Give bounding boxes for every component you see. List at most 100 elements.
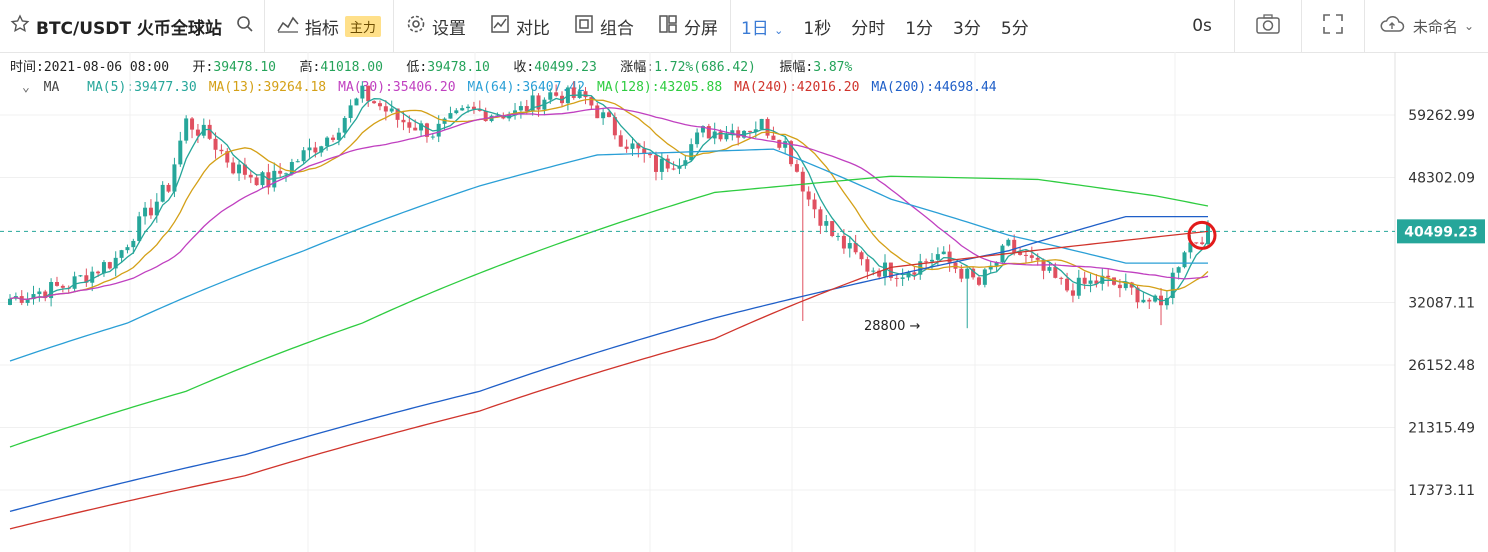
candle: [1200, 236, 1205, 246]
candle: [119, 249, 124, 263]
chevron-down-icon: ⌄: [774, 23, 784, 37]
candle: [683, 154, 688, 169]
candle: [924, 258, 929, 269]
chevron-down-icon[interactable]: ⌄: [22, 80, 30, 95]
candle: [360, 81, 365, 103]
candle: [783, 136, 788, 154]
candle: [618, 130, 623, 147]
layout-name[interactable]: 未命名: [1412, 17, 1458, 36]
ma-item[interactable]: MA(5):39477.30: [87, 80, 197, 95]
interval-1s[interactable]: 1秒: [803, 18, 832, 39]
cloud-icon[interactable]: [1379, 14, 1405, 39]
ma-item[interactable]: MA(200):44698.44: [871, 80, 997, 95]
candle: [60, 284, 65, 293]
split-button[interactable]: 分屏: [658, 14, 718, 39]
candle: [471, 101, 476, 114]
candle: [859, 250, 864, 266]
candle: [43, 289, 48, 302]
interval-5m[interactable]: 5分: [1000, 18, 1029, 39]
candle: [894, 275, 899, 287]
combo-label: 组合: [599, 18, 634, 39]
candle: [1147, 297, 1152, 309]
indicator-button[interactable]: 指标 主力: [277, 14, 381, 39]
candle: [1012, 234, 1017, 256]
time-label: 时间:: [10, 60, 44, 75]
candle: [577, 84, 582, 99]
candle: [800, 167, 805, 322]
symbol-group[interactable]: BTC/USDT 火币全球站: [0, 0, 264, 52]
candle: [513, 102, 518, 120]
candle: [160, 181, 165, 203]
candle: [812, 193, 817, 219]
ma-item[interactable]: MA(64):36407.42: [467, 80, 585, 95]
candle: [1094, 273, 1099, 288]
candles: [8, 81, 1210, 329]
candle: [1170, 267, 1175, 305]
y-tick-label: 32087.11: [1408, 295, 1475, 311]
divider: [392, 0, 394, 52]
star-icon[interactable]: [10, 13, 30, 39]
candle: [806, 186, 811, 207]
candle: [642, 141, 647, 163]
candle: [571, 81, 576, 100]
candle: [736, 126, 741, 146]
candle: [113, 251, 118, 277]
candle: [777, 139, 782, 150]
candle: [148, 199, 153, 219]
candle: [1029, 246, 1034, 262]
candle: [272, 162, 277, 192]
candle: [260, 170, 265, 189]
candle: [953, 261, 958, 274]
y-tick-label: 59262.99: [1408, 108, 1475, 124]
candle: [695, 128, 700, 148]
combo-button[interactable]: 组合: [574, 14, 634, 39]
interval-tick[interactable]: 分时: [851, 18, 886, 39]
candle: [201, 118, 206, 139]
candle: [424, 122, 429, 143]
close-value: 40499.23: [534, 60, 597, 75]
ma-item[interactable]: MA(128):43205.88: [596, 80, 723, 95]
interval-3m[interactable]: 3分: [953, 18, 981, 39]
low-annotation: 28800 →: [864, 319, 920, 334]
candle: [348, 99, 353, 123]
divider: [263, 0, 265, 52]
candle: [1159, 288, 1164, 326]
high-label: 高:: [299, 60, 321, 75]
candle: [601, 108, 606, 125]
camera-icon[interactable]: [1255, 13, 1281, 40]
candle: [419, 120, 424, 137]
candle: [325, 136, 330, 151]
moving-averages: [9, 94, 1209, 530]
candle: [395, 108, 400, 128]
candle: [624, 139, 629, 153]
interval-1d[interactable]: 1日 ⌄: [740, 18, 784, 39]
candle: [195, 123, 200, 144]
ma-item[interactable]: MA(13):39264.18: [208, 80, 327, 95]
candle: [72, 271, 77, 292]
chevron-down-icon[interactable]: ⌄: [1463, 19, 1474, 33]
interval-1m[interactable]: 1分: [905, 18, 934, 39]
candle: [554, 84, 559, 97]
candle: [84, 268, 89, 287]
candle: [982, 267, 987, 288]
candle: [536, 93, 541, 117]
search-icon[interactable]: [236, 15, 254, 38]
candle: [307, 138, 312, 158]
ma-title[interactable]: MA: [43, 80, 60, 95]
current-price-tag: [1397, 219, 1485, 244]
candle: [712, 122, 717, 145]
ma-item[interactable]: MA(240):42016.20: [734, 80, 860, 95]
candlestick-chart[interactable]: 59262.99 48302.09 32087.11 26152.48 21315.49…: [0, 52, 1488, 552]
candle: [518, 101, 523, 119]
candle: [900, 268, 905, 286]
compare-label: 对比: [515, 18, 550, 39]
candle: [225, 148, 230, 168]
settings-button[interactable]: 设置: [406, 14, 466, 39]
compare-button[interactable]: 对比: [490, 14, 550, 39]
fullscreen-icon[interactable]: [1322, 13, 1344, 40]
symbol-name[interactable]: BTC/USDT 火币全球站: [36, 18, 222, 39]
candle: [935, 247, 940, 267]
divider: [1363, 0, 1365, 52]
ma-line: [9, 215, 1208, 512]
ma-line: [9, 175, 1209, 448]
